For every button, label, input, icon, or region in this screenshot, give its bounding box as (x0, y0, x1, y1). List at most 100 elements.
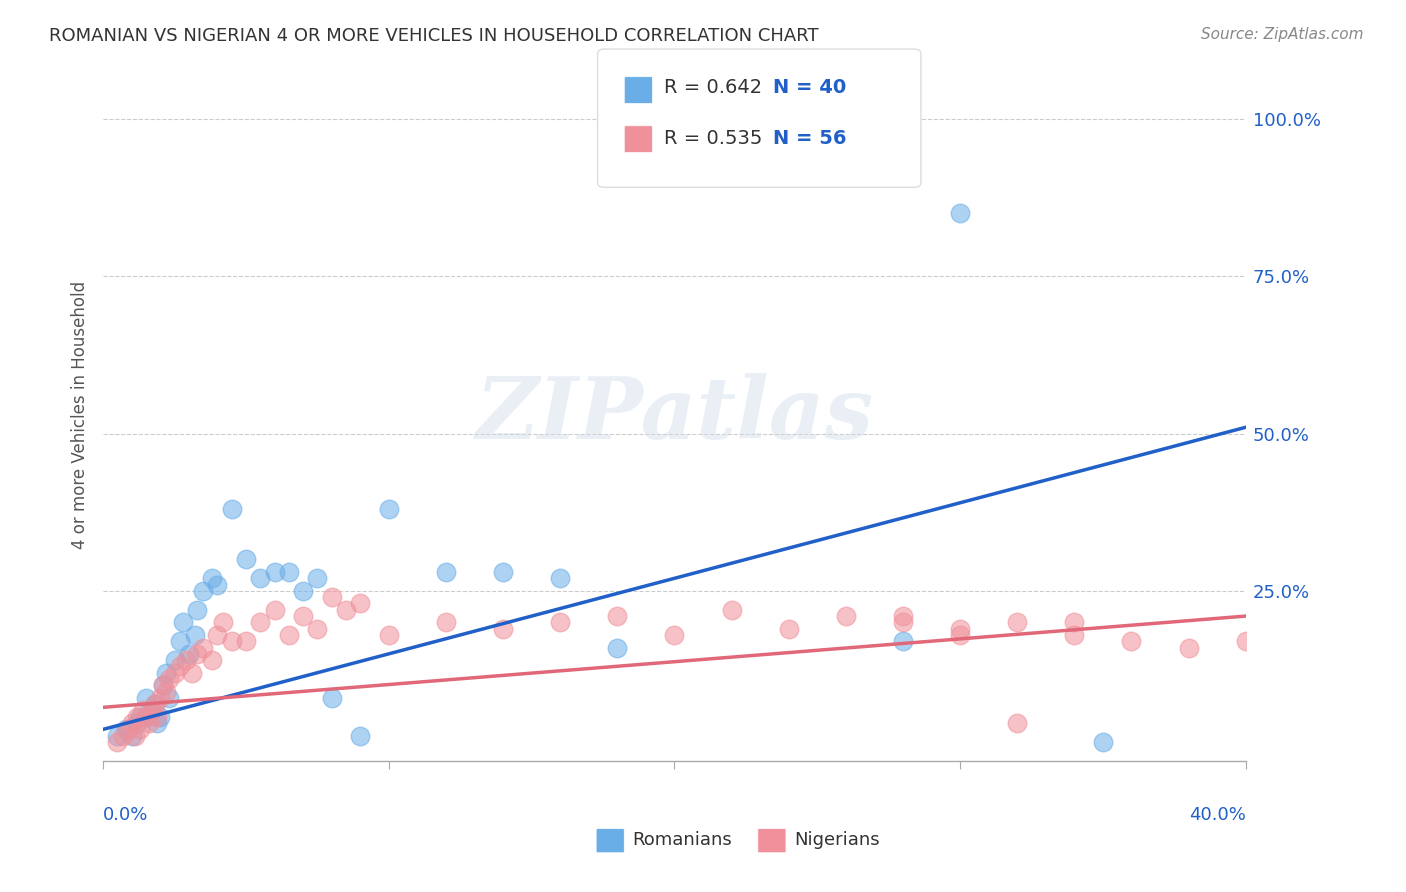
Point (172, 615, 194, 630)
Text: 0.0%: 0.0% (103, 805, 149, 824)
Text: ROMANIAN VS NIGERIAN 4 OR MORE VEHICLES IN HOUSEHOLD CORRELATION CHART: ROMANIAN VS NIGERIAN 4 OR MORE VEHICLES … (49, 27, 818, 45)
Point (235, 552, 257, 566)
Point (135, 690, 157, 705)
Point (949, 628, 972, 642)
Point (835, 609, 858, 624)
Point (492, 565, 515, 579)
Point (149, 690, 172, 705)
Point (1177, 640, 1199, 655)
Point (157, 672, 180, 686)
Point (263, 565, 285, 579)
Point (146, 716, 169, 731)
Point (891, 634, 914, 648)
Point (121, 716, 143, 731)
Point (606, 640, 628, 655)
Point (1063, 615, 1085, 630)
Point (129, 723, 152, 737)
Point (201, 571, 224, 585)
Point (143, 697, 166, 711)
Point (186, 603, 208, 617)
Point (1121, 634, 1143, 648)
Point (201, 653, 224, 667)
Point (548, 571, 571, 585)
Point (163, 665, 186, 680)
Text: R = 0.535: R = 0.535 (664, 128, 762, 148)
Point (174, 653, 197, 667)
Point (143, 697, 166, 711)
Point (127, 710, 149, 724)
Text: 40.0%: 40.0% (1189, 805, 1246, 824)
Point (720, 603, 742, 617)
Point (434, 615, 457, 630)
Point (127, 716, 149, 731)
Point (186, 647, 208, 661)
Point (107, 729, 129, 743)
Point (277, 628, 299, 642)
Point (135, 710, 157, 724)
Point (1005, 615, 1028, 630)
Point (891, 615, 914, 630)
Text: N = 40: N = 40 (773, 78, 846, 97)
Point (118, 723, 141, 737)
Point (292, 609, 315, 624)
Point (664, 628, 686, 642)
Point (335, 603, 357, 617)
Point (277, 565, 299, 579)
Point (191, 583, 214, 598)
Point (152, 678, 174, 692)
Point (177, 647, 200, 661)
Point (221, 634, 243, 648)
Point (235, 634, 257, 648)
Point (378, 502, 401, 516)
Point (207, 628, 229, 642)
Point (321, 591, 343, 605)
Point (169, 659, 191, 673)
Point (152, 678, 174, 692)
Point (891, 609, 914, 624)
Point (307, 571, 329, 585)
Point (207, 577, 229, 591)
Text: N = 56: N = 56 (773, 128, 846, 148)
Point (121, 729, 143, 743)
Point (606, 609, 628, 624)
Point (180, 665, 202, 680)
Point (249, 571, 271, 585)
Point (149, 710, 172, 724)
Point (141, 704, 163, 718)
Point (263, 603, 285, 617)
Text: ZIPatlas: ZIPatlas (475, 373, 873, 457)
Point (212, 615, 235, 630)
Point (132, 704, 155, 718)
Point (292, 583, 315, 598)
Point (115, 723, 138, 737)
Point (378, 628, 401, 642)
Point (112, 729, 135, 743)
Point (183, 628, 205, 642)
Point (155, 684, 177, 698)
Text: Romanians: Romanians (633, 831, 733, 849)
Point (129, 710, 152, 724)
Point (1091, 735, 1114, 749)
Point (107, 735, 129, 749)
Point (191, 640, 214, 655)
Point (949, 622, 972, 636)
Point (124, 729, 146, 743)
Point (155, 665, 177, 680)
Point (1234, 634, 1257, 648)
Point (141, 704, 163, 718)
Y-axis label: 4 or more Vehicles in Household: 4 or more Vehicles in Household (72, 281, 89, 549)
Point (321, 690, 343, 705)
Point (778, 622, 800, 636)
Point (157, 690, 180, 705)
Point (146, 710, 169, 724)
Point (548, 615, 571, 630)
Text: R = 0.642: R = 0.642 (664, 78, 762, 97)
Point (135, 710, 157, 724)
Point (1005, 716, 1028, 731)
Point (307, 622, 329, 636)
Point (249, 615, 271, 630)
Text: Nigerians: Nigerians (794, 831, 880, 849)
Point (169, 634, 191, 648)
Point (1063, 628, 1085, 642)
Point (949, 206, 972, 220)
